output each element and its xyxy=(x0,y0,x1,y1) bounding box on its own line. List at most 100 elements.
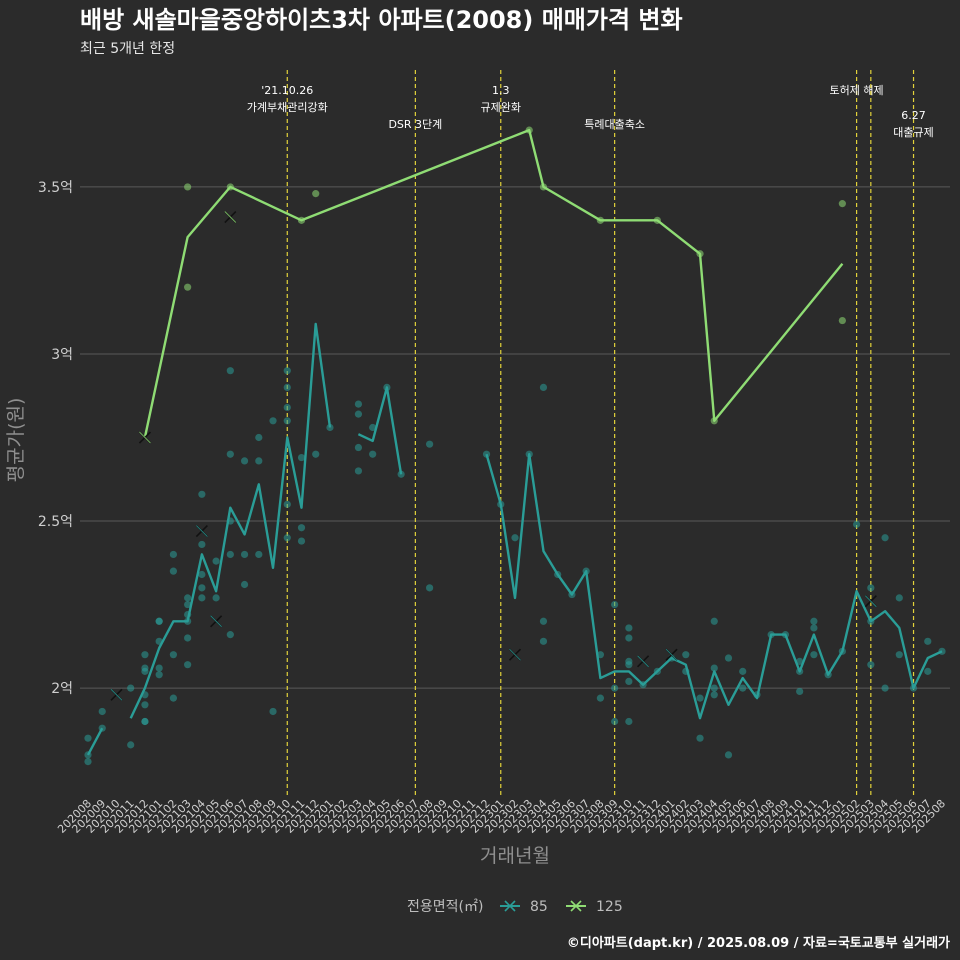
point-85 xyxy=(625,624,633,632)
point-85 xyxy=(283,534,291,542)
point-85 xyxy=(895,651,903,659)
point-125 xyxy=(838,316,846,325)
point-85 xyxy=(625,657,633,665)
event-label: 토허제 해제 xyxy=(830,83,884,97)
point-85 xyxy=(312,450,320,458)
point-125 xyxy=(312,190,320,198)
point-125 xyxy=(184,283,192,291)
point-85 xyxy=(682,667,690,675)
point-85 xyxy=(255,457,263,465)
point-85 xyxy=(240,457,249,465)
point-85 xyxy=(283,500,291,508)
cross-marker-85 xyxy=(508,648,522,661)
event-label: 6.27 xyxy=(901,109,926,122)
point-85 xyxy=(226,367,234,375)
point-85 xyxy=(867,661,875,669)
point-85 xyxy=(625,634,633,642)
cross-marker-125 xyxy=(224,210,237,224)
legend-entry-85: 85 xyxy=(500,899,548,915)
series-line-85 xyxy=(129,322,332,719)
point-85 xyxy=(810,651,818,659)
point-85 xyxy=(354,410,363,418)
point-85 xyxy=(426,440,434,448)
point-85 xyxy=(198,584,206,592)
series-lines xyxy=(86,128,943,756)
point-85 xyxy=(568,590,576,599)
point-85 xyxy=(354,467,363,475)
legend-title: 전용면적(㎡) xyxy=(407,899,483,915)
point-125 xyxy=(696,250,704,258)
event-label: 특례대출축소 xyxy=(584,118,645,131)
point-85 xyxy=(710,617,718,625)
point-85 xyxy=(155,637,163,645)
point-85 xyxy=(297,537,306,545)
y-tick-label: 2.5억 xyxy=(38,514,73,530)
cross-marker-85 xyxy=(864,595,877,608)
point-85 xyxy=(84,734,92,742)
point-85 xyxy=(155,617,163,625)
point-85 xyxy=(753,691,761,699)
point-85 xyxy=(796,667,804,675)
point-85 xyxy=(739,684,747,692)
point-85 xyxy=(226,517,234,525)
point-85 xyxy=(539,383,548,391)
point-85 xyxy=(909,684,918,692)
event-label: 가계부채관리강화 xyxy=(247,101,328,114)
point-85 xyxy=(297,524,306,532)
legend-label: 125 xyxy=(596,899,623,915)
cross-marker-85 xyxy=(195,524,208,538)
point-85 xyxy=(184,661,192,669)
point-85 xyxy=(255,433,263,442)
point-85 xyxy=(796,687,804,696)
point-85 xyxy=(169,694,177,702)
cross-marker-85 xyxy=(637,655,650,668)
point-85 xyxy=(525,450,533,458)
point-85 xyxy=(240,550,249,559)
point-85 xyxy=(184,617,192,625)
source-caption: ©디아파트(dapt.kr) / 2025.08.09 / 자료=국토교통부 실… xyxy=(567,935,950,951)
legend-entry-125: 125 xyxy=(566,899,623,915)
point-85 xyxy=(141,664,149,672)
series-line-125 xyxy=(143,128,844,438)
cross-marker-85 xyxy=(210,615,223,628)
point-85 xyxy=(924,667,932,675)
point-85 xyxy=(255,550,263,559)
point-85 xyxy=(98,724,106,732)
y-axis-ticks: 2억 2.5억 3억 3.5억 xyxy=(38,180,73,697)
point-85 xyxy=(141,717,149,726)
point-85 xyxy=(226,550,234,559)
point-85 xyxy=(184,634,192,642)
legend: 전용면적(㎡) 85 125 xyxy=(407,899,623,915)
point-125 xyxy=(838,200,846,208)
point-85 xyxy=(924,637,932,645)
point-85 xyxy=(724,751,733,759)
point-85 xyxy=(184,610,192,619)
point-85 xyxy=(810,617,818,625)
point-125 xyxy=(710,417,718,425)
point-85 xyxy=(710,664,718,672)
point-85 xyxy=(212,594,220,602)
point-85 xyxy=(639,681,647,689)
point-85 xyxy=(582,567,590,575)
point-85 xyxy=(611,684,619,692)
chart-subtitle: 최근 5개년 한정 xyxy=(80,41,175,57)
point-85 xyxy=(84,751,92,759)
point-85 xyxy=(881,684,889,692)
point-85 xyxy=(226,631,234,639)
point-85 xyxy=(155,671,163,679)
point-85 xyxy=(867,617,875,625)
point-85 xyxy=(539,617,548,625)
point-85 xyxy=(482,450,491,458)
y-tick-label: 2억 xyxy=(51,681,73,697)
point-85 xyxy=(283,367,291,375)
event-label: 1.3 xyxy=(492,84,510,97)
x-axis-title: 거래년월 xyxy=(480,845,550,867)
cross-marker-85 xyxy=(110,688,123,701)
point-85 xyxy=(895,594,903,602)
point-85 xyxy=(184,594,192,602)
point-85 xyxy=(269,417,277,425)
point-85 xyxy=(226,450,234,458)
y-tick-label: 3억 xyxy=(51,347,73,363)
point-85 xyxy=(169,567,177,575)
